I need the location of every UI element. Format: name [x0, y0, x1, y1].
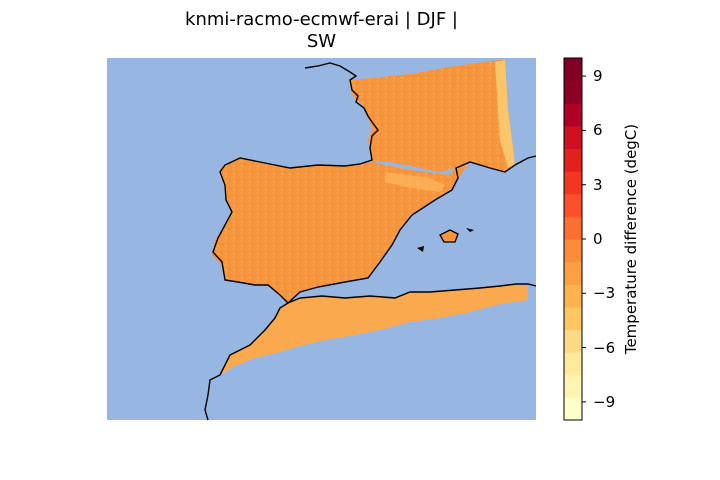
colorbar-bin: [564, 397, 582, 421]
north-africa-region: [220, 284, 528, 375]
colorbar-bin: [564, 58, 582, 82]
colorbar-bin: [564, 329, 582, 353]
colorbar-bin: [564, 216, 582, 240]
colorbar-bin: [564, 80, 582, 104]
colorbar-bin: [564, 306, 582, 330]
colorbar-tick-label: 9: [593, 67, 603, 86]
colorbar-tick-label: 6: [593, 121, 603, 140]
colorbar-bin: [564, 148, 582, 172]
colorbar-tick-label: 0: [593, 230, 603, 248]
iberia-pale-patch: [385, 172, 445, 192]
map-title-line1: knmi-racmo-ecmwf-erai | DJF |: [185, 9, 458, 30]
colorbar-bin: [564, 171, 582, 195]
map-title-line2: SW: [306, 31, 337, 52]
menorca: [466, 228, 474, 232]
mallorca: [439, 229, 459, 243]
colorbar-tick-label: 3: [593, 175, 603, 194]
colorbar-label: Temperature difference (degC): [622, 123, 640, 355]
france-region: [350, 60, 515, 172]
colorbar-tick-label: −6: [593, 338, 616, 357]
colorbar-tick-label: −9: [593, 392, 616, 411]
eastern-edge-field: [495, 60, 515, 168]
coastline-mediterranean-spain: [287, 155, 537, 304]
coastline-france: [304, 62, 379, 167]
colorbar-tick-marks: [582, 75, 586, 403]
colorbar-bin: [564, 352, 582, 376]
coastlines: [204, 62, 537, 421]
colorbar-bin: [564, 284, 582, 308]
colorbar-bin: [564, 193, 582, 217]
ibiza: [417, 246, 424, 252]
coastline-north-africa: [204, 283, 537, 421]
iberia-region: [212, 158, 470, 303]
colorbar-bin: [564, 374, 582, 398]
colorbar-bins: [564, 58, 582, 421]
colorbar-bin: [564, 261, 582, 285]
coastline-northern-spain: [212, 157, 346, 304]
colorbar-tick-label: −3: [593, 284, 616, 303]
colorbar-bin: [564, 239, 582, 263]
colorbar-bin: [564, 103, 582, 127]
colorbar-bin: [564, 125, 582, 149]
